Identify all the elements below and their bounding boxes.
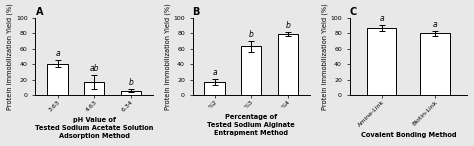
Text: a: a	[433, 20, 438, 29]
Text: b: b	[128, 78, 133, 87]
X-axis label: Percentage of
Tested Sodium Alginate
Entrapment Method: Percentage of Tested Sodium Alginate Ent…	[208, 114, 295, 136]
Bar	[278, 34, 298, 95]
Text: A: A	[36, 7, 43, 17]
Bar	[420, 33, 450, 95]
Bar	[47, 64, 68, 95]
X-axis label: Covalent Bonding Method: Covalent Bonding Method	[361, 132, 456, 138]
Y-axis label: Protein Immobilization Yield (%): Protein Immobilization Yield (%)	[164, 3, 171, 110]
Text: B: B	[192, 7, 200, 17]
Text: a: a	[55, 49, 60, 59]
Bar	[367, 28, 396, 95]
Text: b: b	[249, 30, 254, 39]
X-axis label: pH Value of
Tested Sodium Acetate Solution
Adsorption Method: pH Value of Tested Sodium Acetate Soluti…	[35, 117, 154, 139]
Bar	[204, 82, 225, 95]
Text: a: a	[379, 14, 384, 23]
Bar	[241, 46, 261, 95]
Text: a: a	[212, 68, 217, 77]
Bar	[121, 91, 141, 95]
Bar	[84, 82, 104, 95]
Text: b: b	[285, 21, 291, 30]
Y-axis label: Protein Immobilization Yield (%): Protein Immobilization Yield (%)	[7, 3, 13, 110]
Text: ab: ab	[90, 64, 99, 73]
Y-axis label: Protein Immobilization Yield (%): Protein Immobilization Yield (%)	[321, 3, 328, 110]
Text: C: C	[350, 7, 357, 17]
